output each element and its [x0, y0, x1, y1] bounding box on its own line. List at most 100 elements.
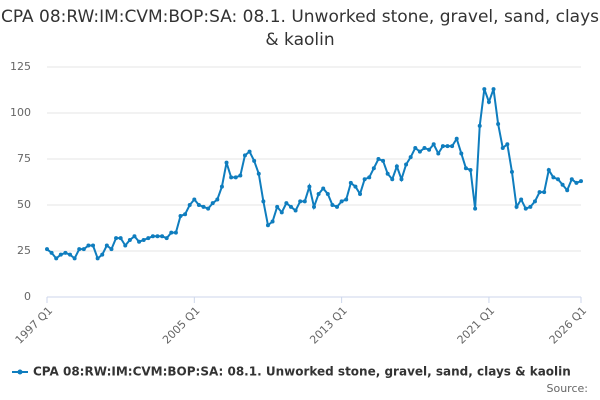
- point: [279, 210, 284, 215]
- point: [173, 230, 178, 235]
- point: [482, 87, 487, 92]
- chart-title: CPA 08:RW:IM:CVM:BOP:SA: 08.1. Unworked …: [0, 7, 599, 50]
- legend-marker: [17, 369, 23, 375]
- point: [219, 184, 224, 189]
- point: [450, 144, 455, 149]
- point: [519, 197, 524, 202]
- point: [288, 204, 293, 209]
- point: [127, 237, 132, 242]
- point: [325, 191, 330, 196]
- point: [77, 247, 82, 252]
- point: [169, 230, 174, 235]
- point: [390, 177, 395, 182]
- point: [459, 151, 464, 156]
- point: [72, 256, 77, 261]
- point: [164, 236, 169, 241]
- point: [427, 147, 432, 152]
- point: [496, 122, 501, 127]
- point: [123, 243, 128, 248]
- point: [302, 199, 307, 204]
- point: [183, 212, 188, 217]
- point: [293, 208, 298, 213]
- point: [114, 236, 119, 241]
- point: [132, 234, 137, 239]
- point: [206, 206, 211, 211]
- point: [537, 190, 542, 195]
- point: [335, 204, 340, 209]
- point: [63, 250, 68, 255]
- x-tick-label: 2005 Q1: [160, 304, 203, 347]
- x-tick-label: 1997 Q1: [13, 304, 56, 347]
- point: [137, 239, 142, 244]
- point: [247, 149, 252, 154]
- point: [362, 177, 367, 182]
- point: [523, 206, 528, 211]
- point: [417, 149, 422, 154]
- point: [275, 204, 280, 209]
- point: [358, 191, 363, 196]
- point: [546, 168, 551, 173]
- point: [229, 175, 234, 180]
- point: [348, 180, 353, 185]
- point: [468, 168, 473, 173]
- point: [109, 247, 114, 252]
- point: [353, 184, 358, 189]
- point: [509, 169, 514, 174]
- point: [68, 252, 73, 257]
- point: [477, 123, 482, 128]
- source: Source:: [547, 382, 589, 395]
- point: [555, 177, 560, 182]
- point: [491, 87, 496, 92]
- point: [542, 190, 547, 195]
- point: [440, 144, 445, 149]
- point: [408, 155, 413, 160]
- point: [399, 177, 404, 182]
- point: [252, 158, 257, 163]
- point: [242, 153, 247, 158]
- point: [330, 203, 335, 207]
- point: [201, 204, 206, 209]
- point: [381, 158, 386, 163]
- point: [312, 204, 316, 209]
- point: [371, 166, 376, 171]
- point: [160, 234, 165, 239]
- point: [210, 201, 215, 206]
- point: [560, 182, 565, 187]
- point: [192, 197, 197, 202]
- point: [215, 197, 220, 202]
- point: [178, 214, 183, 219]
- point: [146, 236, 151, 241]
- point: [579, 179, 583, 184]
- x-tick-label: 2013 Q1: [307, 304, 350, 347]
- legend-label: CPA 08:RW:IM:CVM:BOP:SA: 08.1. Unworked …: [33, 365, 571, 379]
- series-line: [46, 88, 582, 261]
- point: [265, 223, 270, 228]
- point: [58, 252, 63, 257]
- point: [454, 136, 459, 141]
- point: [445, 144, 450, 149]
- point: [514, 204, 519, 209]
- point: [394, 164, 399, 169]
- point: [339, 199, 344, 204]
- point: [500, 145, 505, 150]
- point: [569, 177, 574, 182]
- point: [532, 199, 537, 204]
- point: [422, 145, 427, 150]
- point: [574, 180, 579, 185]
- point: [413, 145, 418, 150]
- point: [505, 142, 510, 147]
- point: [298, 199, 303, 204]
- point: [86, 243, 91, 248]
- point: [551, 175, 556, 180]
- point: [118, 236, 123, 241]
- point: [196, 203, 201, 207]
- point: [54, 256, 59, 261]
- y-tick-label: 100: [10, 106, 31, 119]
- point: [95, 256, 100, 261]
- point: [100, 252, 105, 257]
- point: [238, 173, 243, 178]
- point: [256, 171, 261, 176]
- y-tick-label: 50: [17, 198, 31, 211]
- point: [367, 175, 372, 180]
